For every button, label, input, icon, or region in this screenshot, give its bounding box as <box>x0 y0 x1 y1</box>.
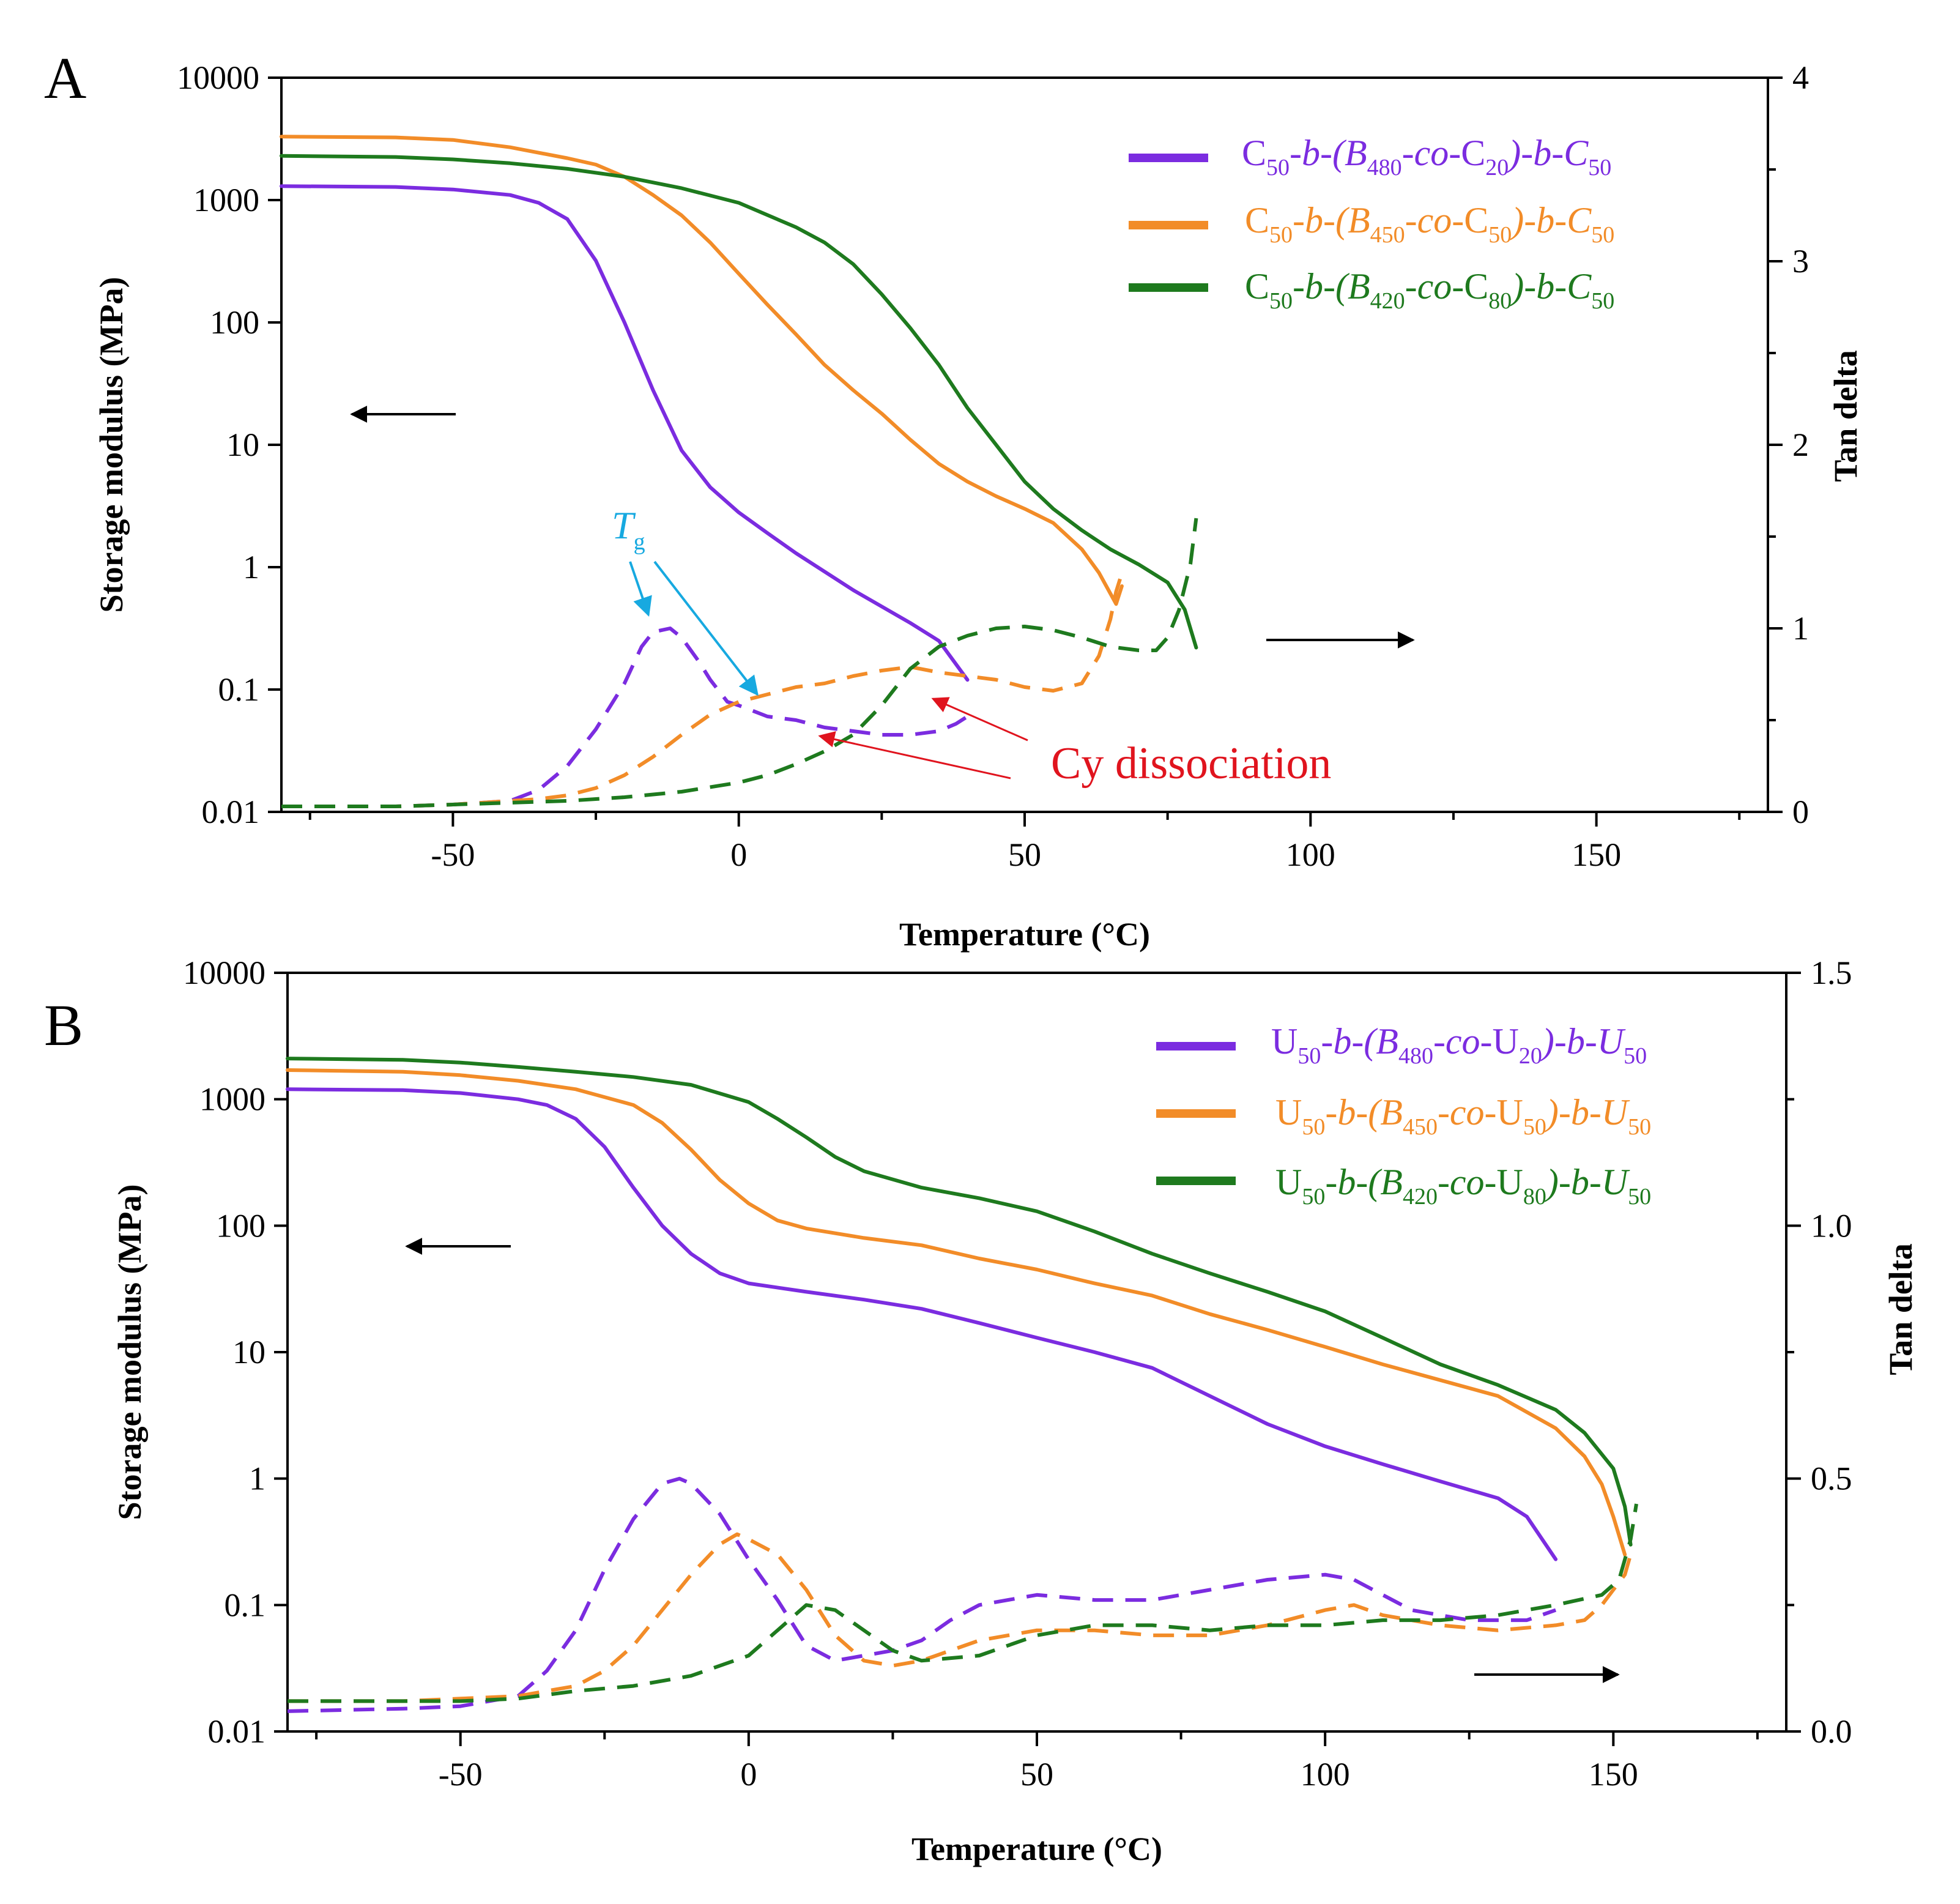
legend-label-b3: U50-b-(B420-co-U80)-b-U50 <box>1275 1162 1651 1210</box>
y-tick-label-b: 10 <box>232 1334 265 1370</box>
ticks-layer-a: -50 0 50 100 150 0.01 0.1 1 10 100 1000 10000 0 1 2 3 4 <box>177 59 1809 873</box>
plot-frame-a <box>280 76 1769 813</box>
y-tick-label-a: 10 <box>226 426 259 463</box>
y-tick-label-a: 100 <box>210 304 259 341</box>
x-axis-title-a: Temperature (°C) <box>899 916 1150 953</box>
y-tick-label-b: 0.01 <box>208 1713 266 1750</box>
y-tick-label-b: 100 <box>216 1207 265 1244</box>
y-tick-label-a: 1000 <box>193 182 259 218</box>
modulus-line-a3 <box>280 154 1198 650</box>
y2-tick-label-b: 1.5 <box>1811 954 1852 991</box>
y2-axis-title-b: Tan delta <box>1882 1243 1919 1375</box>
y2-tick-label-a: 2 <box>1792 426 1809 463</box>
y2-tick-label-a: 1 <box>1792 610 1809 647</box>
y-tick-label-a: 0.1 <box>218 671 260 708</box>
legend-label-a3: C50-b-(B420-co-C80)-b-C50 <box>1245 266 1614 314</box>
plot-frame-b <box>286 972 1787 1733</box>
tan-delta-line-a2 <box>281 573 1124 808</box>
y-tick-label-a: 1 <box>243 549 259 586</box>
y-axis-title-b: Storage modulus (MPa) <box>111 1184 148 1520</box>
modulus-line-a1 <box>280 184 970 682</box>
x-tick-label-a: -50 <box>431 836 475 873</box>
panel-label-a: A <box>44 45 86 111</box>
modulus-line-a2 <box>280 135 1124 606</box>
modulus-line-b3 <box>286 1057 1633 1547</box>
modulus-line-b1 <box>286 1087 1558 1561</box>
tan-delta-line-b2 <box>288 1532 1633 1703</box>
panel-a: A -50 0 50 100 150 0.01 0.1 1 10 100 1000 10000 0 1 2 3… <box>44 45 1864 953</box>
x-tick-label-b: -50 <box>439 1756 483 1793</box>
tg-arrow-1 <box>629 561 652 617</box>
y-tick-label-a: 10000 <box>177 59 259 96</box>
x-tick-label-a: 150 <box>1572 836 1621 873</box>
ticks-layer-b: -50 0 50 100 150 0.01 0.1 1 10 100 1000 10000 0.0 0.5… <box>183 954 1852 1793</box>
y2-tick-label-a: 0 <box>1792 794 1809 830</box>
x-tick-label-b: 150 <box>1589 1756 1638 1793</box>
modulus-line-b2 <box>286 1068 1627 1557</box>
y2-tick-label-b: 0.5 <box>1811 1460 1852 1497</box>
legend-b: U50-b-(B480-co-U20)-b-U50 U50-b-(B450-co… <box>1156 1021 1651 1210</box>
x-tick-label-b: 100 <box>1301 1756 1350 1793</box>
tan-delta-line-a1 <box>281 627 969 808</box>
y-tick-label-b: 0.1 <box>225 1586 266 1623</box>
panel-label-b: B <box>44 992 83 1058</box>
y2-tick-label-b: 1.0 <box>1811 1207 1852 1244</box>
y2-tick-label-a: 4 <box>1792 59 1809 96</box>
x-tick-label-b: 50 <box>1020 1756 1053 1793</box>
x-tick-label-a: 50 <box>1008 836 1041 873</box>
tg-arrow-2 <box>653 560 759 696</box>
y-tick-label-b: 1 <box>249 1460 265 1497</box>
tan-delta-line-a3 <box>281 518 1198 808</box>
legend-label-b1: U50-b-(B480-co-U20)-b-U50 <box>1271 1021 1647 1069</box>
x-tick-label-b: 0 <box>740 1756 757 1793</box>
x-axis-title-b: Temperature (°C) <box>911 1831 1162 1867</box>
panel-b: B -50 0 50 100 150 0.01 0.1 1 10 100 1000 10000 0.0 0… <box>44 954 1919 1867</box>
series-layer-a <box>280 135 1198 808</box>
tan-delta-line-b1 <box>287 1476 1557 1713</box>
y2-tick-label-a: 3 <box>1792 243 1809 280</box>
y2-axis-title-a: Tan delta <box>1827 350 1864 482</box>
legend-label-a2: C50-b-(B450-co-C50)-b-C50 <box>1245 200 1614 248</box>
y-tick-label-b: 10000 <box>183 954 265 991</box>
y2-tick-label-b: 0.0 <box>1811 1713 1852 1750</box>
x-tick-label-a: 100 <box>1286 836 1335 873</box>
cy-arrow-2 <box>818 731 1011 779</box>
tan-delta-line-b3 <box>288 1503 1638 1703</box>
y-tick-label-b: 1000 <box>199 1081 265 1118</box>
y-tick-label-a: 0.01 <box>202 794 260 830</box>
cy-dissociation-label: Cy dissociation <box>1051 738 1331 789</box>
x-tick-label-a: 0 <box>730 836 747 873</box>
legend-label-b2: U50-b-(B450-co-U50)-b-U50 <box>1275 1092 1651 1140</box>
legend-label-a1: C50-b-(B480-co-C20)-b-C50 <box>1242 133 1611 180</box>
cy-arrow-1 <box>931 697 1028 742</box>
series-layer-b <box>286 1057 1638 1713</box>
legend-a: C50-b-(B480-co-C20)-b-C50 C50-b-(B450-co… <box>1129 133 1614 314</box>
y-axis-title-a: Storage modulus (MPa) <box>93 277 130 613</box>
tg-annotation: Tg <box>612 504 645 555</box>
